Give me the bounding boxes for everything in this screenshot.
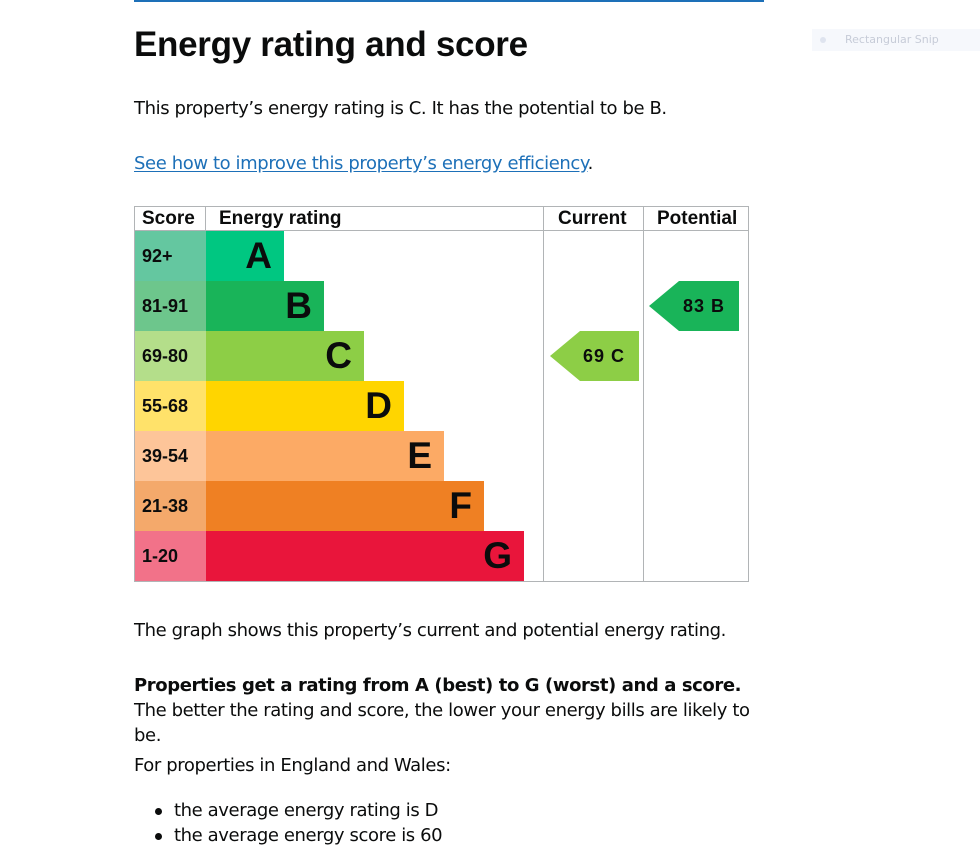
average-score-text: the average energy score is 60 — [174, 825, 443, 846]
current-rating-arrow: 69 C — [550, 331, 639, 381]
graph-border-top — [134, 206, 749, 207]
improve-link-paragraph: See how to improve this property’s energ… — [134, 151, 593, 176]
bullet-icon — [155, 833, 162, 840]
snip-label: Rectangular Snip — [845, 33, 939, 46]
header-potential: Potential — [657, 208, 738, 229]
header-energy-rating: Energy rating — [219, 208, 342, 229]
rating-band-letter: G — [483, 535, 512, 576]
rating-explanation-rest: The better the rating and score, the low… — [134, 700, 750, 746]
improve-efficiency-link[interactable]: See how to improve this property’s energ… — [134, 153, 588, 174]
score-range-g: 1-20 — [135, 531, 206, 581]
rating-band-e: E — [206, 431, 444, 481]
graph-col-divider-current — [543, 206, 544, 582]
header-current: Current — [558, 208, 627, 229]
graph-header-divider — [134, 230, 749, 231]
rating-band-letter: C — [325, 335, 352, 376]
intro-text: This property’s energy rating is C. It h… — [134, 98, 667, 119]
score-range-a: 92+ — [135, 231, 206, 281]
rating-band-c: C — [206, 331, 364, 381]
score-range-e: 39-54 — [135, 431, 206, 481]
average-rating-text: the average energy rating is D — [174, 800, 439, 821]
graph-col-divider-potential — [643, 206, 644, 582]
rating-band-a: A — [206, 231, 284, 281]
graph-description: The graph shows this property’s current … — [134, 620, 726, 641]
list-item: the average energy rating is D — [134, 798, 442, 823]
link-suffix: . — [587, 153, 594, 174]
rating-band-letter: B — [285, 285, 312, 326]
graph-border-right — [748, 206, 749, 582]
score-range-f: 21-38 — [135, 481, 206, 531]
score-range-c: 69-80 — [135, 331, 206, 381]
rating-band-letter: E — [407, 435, 432, 476]
top-divider — [134, 0, 764, 2]
graph-border-left — [134, 206, 135, 582]
rating-band-d: D — [206, 381, 404, 431]
rating-explanation-bold: Properties get a rating from A (best) to… — [134, 675, 742, 696]
score-range-b: 81-91 — [135, 281, 206, 331]
rating-band-b: B — [206, 281, 324, 331]
rating-explanation: Properties get a rating from A (best) to… — [134, 673, 754, 748]
current-rating-label: 69 C — [582, 346, 625, 366]
snip-icon — [820, 37, 826, 43]
rating-band-g: G — [206, 531, 524, 581]
potential-rating-arrow: 83 B — [649, 281, 739, 331]
bullet-icon — [155, 808, 162, 815]
score-range-d: 55-68 — [135, 381, 206, 431]
rating-band-letter: D — [365, 385, 392, 426]
potential-rating-label: 83 B — [682, 296, 725, 316]
rectangular-snip-overlay: Rectangular Snip — [812, 29, 980, 51]
header-score: Score — [142, 208, 195, 229]
graph-border-bottom — [134, 581, 749, 582]
average-rating-list: the average energy rating is D the avera… — [134, 798, 443, 848]
list-item: the average energy score is 60 — [134, 823, 443, 848]
rating-band-letter: F — [449, 485, 472, 526]
region-intro: For properties in England and Wales: — [134, 755, 451, 776]
rating-band-letter: A — [245, 235, 272, 276]
rating-band-f: F — [206, 481, 484, 531]
energy-rating-graph: Score Energy rating Current Potential 92… — [134, 206, 749, 582]
page-title: Energy rating and score — [134, 25, 528, 64]
graph-col-divider-score — [205, 206, 206, 231]
